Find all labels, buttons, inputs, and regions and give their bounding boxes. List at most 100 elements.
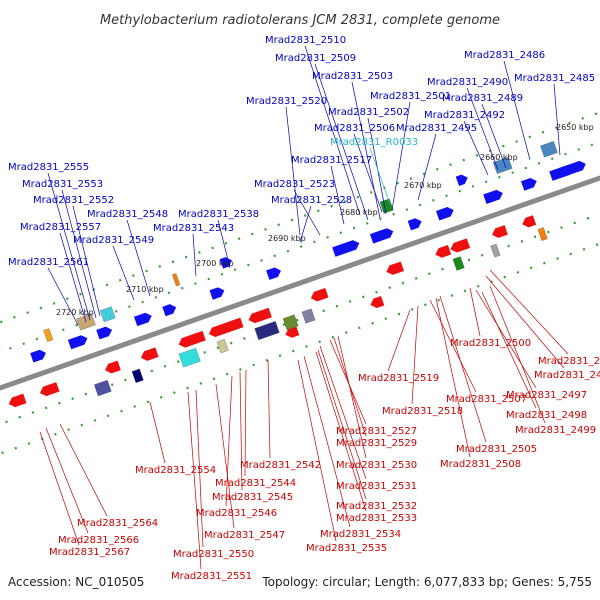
- feature-box: [452, 256, 465, 271]
- top-label-leader: [192, 233, 197, 277]
- ruler-tick-label: 2720 kbp: [56, 308, 94, 317]
- bottom-label-leader: [387, 309, 411, 372]
- bottom-gene-label: Mrad2831_2567: [49, 547, 130, 558]
- top-gene-label: Mrad2831_2492: [424, 110, 505, 121]
- forward-gene-arrow: [30, 349, 46, 363]
- bottom-gene-label: Mrad2831_2533: [336, 513, 417, 524]
- bottom-gene-label: Mrad2831_2496: [534, 370, 600, 381]
- reverse-gene-arrow: [435, 245, 452, 258]
- top-label-leader: [351, 81, 381, 219]
- top-label-leader: [47, 172, 91, 321]
- reverse-gene-arrow: [208, 317, 244, 338]
- bottom-gene-label: Mrad2831_2564: [77, 518, 158, 529]
- bottom-gene-label: Mrad2831_2519: [358, 373, 439, 384]
- top-gene-label: Mrad2831_2520: [246, 96, 327, 107]
- top-gene-label: Mrad2831_2555: [8, 162, 89, 173]
- top-label-leader: [72, 205, 101, 317]
- bottom-gene-label: Mrad2831_2532: [336, 501, 417, 512]
- bottom-gene-label: Mrad2831_2499: [515, 425, 596, 436]
- genome-backbone: [0, 175, 600, 391]
- forward-gene-arrow: [162, 304, 177, 317]
- top-label-leader: [391, 101, 411, 211]
- forward-gene-arrow: [436, 207, 454, 221]
- track-guide-3: [0, 111, 599, 324]
- bottom-label-leader: [244, 369, 247, 477]
- top-gene-label: Mrad2831_2553: [22, 179, 103, 190]
- bottom-gene-label: Mrad2831_2547: [204, 530, 285, 541]
- bottom-gene-label: Mrad2831_2529: [336, 438, 417, 449]
- forward-gene-arrow: [369, 228, 394, 244]
- top-label-leader: [112, 245, 135, 301]
- bottom-label-leader: [59, 423, 108, 517]
- bottom-label-leader: [215, 383, 235, 529]
- feature-box: [254, 321, 280, 341]
- forward-gene-arrow: [407, 218, 422, 231]
- bottom-label-leader: [195, 389, 204, 548]
- bottom-label-leader: [475, 289, 537, 389]
- feature-box: [537, 227, 548, 241]
- feature-box: [131, 368, 144, 383]
- bottom-gene-label: Mrad2831_2535: [306, 543, 387, 554]
- top-gene-label: Mrad2831_2506: [314, 123, 395, 134]
- forward-gene-arrow: [209, 287, 225, 300]
- feature-box: [490, 243, 501, 258]
- top-label-leader: [367, 117, 387, 215]
- feature-box: [282, 314, 299, 331]
- feature-box: [43, 328, 54, 342]
- bottom-gene-label: Mrad2831_2494: [538, 356, 600, 367]
- bottom-label-leader: [489, 269, 569, 355]
- top-label-leader: [481, 103, 507, 169]
- bottom-label-leader: [267, 359, 271, 459]
- forward-gene-arrow: [332, 240, 360, 257]
- bottom-gene-label: Mrad2831_2554: [135, 465, 216, 476]
- bottom-gene-label: Mrad2831_2508: [440, 459, 521, 470]
- bottom-gene-label: Mrad2831_2534: [320, 529, 401, 540]
- bottom-label-leader: [317, 349, 367, 500]
- forward-gene-arrow: [455, 174, 468, 187]
- bottom-label-leader: [411, 305, 419, 405]
- accession-text: Accession: NC_010505: [8, 575, 144, 589]
- bottom-label-leader: [239, 371, 243, 491]
- top-label-leader: [553, 83, 561, 156]
- forward-gene-arrow: [266, 267, 281, 280]
- bottom-label-leader: [319, 345, 367, 480]
- top-gene-label: Mrad2831_2495: [396, 123, 477, 134]
- bottom-gene-label: Mrad2831_2544: [215, 478, 296, 489]
- forward-gene-arrow: [96, 326, 113, 340]
- ruler-tick-label: 2650 kbp: [556, 123, 594, 132]
- reverse-gene-arrow: [450, 238, 471, 253]
- reverse-gene-arrow: [248, 307, 272, 324]
- forward-gene-arrow: [570, 160, 586, 174]
- bottom-label-leader: [225, 375, 233, 507]
- bottom-gene-label: Mrad2831_2530: [336, 460, 417, 471]
- feature-box: [540, 141, 558, 158]
- bottom-label-leader: [303, 355, 351, 528]
- track-guide-0: [1, 242, 600, 455]
- top-label-leader: [217, 219, 231, 269]
- bottom-label-leader: [337, 335, 367, 459]
- top-label-leader: [59, 232, 87, 323]
- bottom-label-leader: [469, 287, 481, 337]
- top-gene-label: Mrad2831_2523: [254, 179, 335, 190]
- bottom-gene-label: Mrad2831_2551: [171, 571, 252, 582]
- forward-gene-arrow: [67, 335, 88, 350]
- top-gene-label: Mrad2831_2528: [271, 195, 352, 206]
- bottom-gene-label: Mrad2831_2545: [212, 492, 293, 503]
- forward-gene-arrow: [520, 177, 537, 191]
- reverse-gene-arrow: [105, 360, 121, 374]
- top-label-leader: [503, 60, 531, 161]
- bottom-label-leader: [39, 431, 80, 546]
- top-gene-label: Mrad2831_2543: [153, 223, 234, 234]
- top-gene-label: Mrad2831_2489: [442, 93, 523, 104]
- forward-gene-arrow: [483, 189, 503, 204]
- top-label-leader: [314, 63, 369, 221]
- ruler-tick-label: 2670 kbp: [404, 181, 442, 190]
- feature-box: [216, 338, 229, 354]
- top-gene-label: Mrad2831_2561: [8, 257, 89, 268]
- top-gene-label: Mrad2831_2549: [73, 235, 154, 246]
- top-gene-label: Mrad2831_2485: [514, 73, 595, 84]
- feature-box: [99, 306, 116, 323]
- top-label-leader: [285, 106, 301, 236]
- bottom-label-leader: [187, 391, 202, 570]
- bottom-label-leader: [435, 297, 471, 458]
